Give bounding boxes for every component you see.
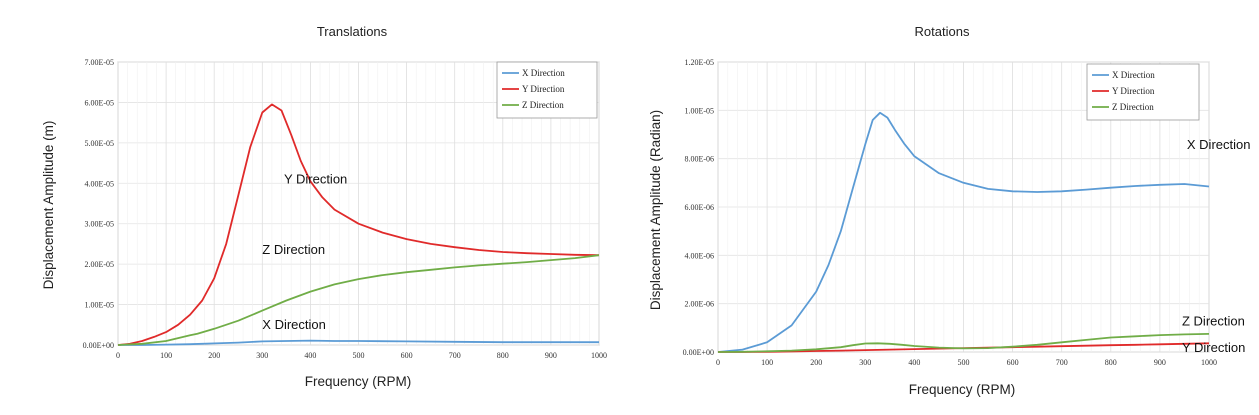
y-tick-label: 5.00E-05	[84, 139, 114, 148]
x-tick-label: 600	[1007, 358, 1019, 367]
x-tick-label: 200	[810, 358, 822, 367]
y-tick-label: 1.00E-05	[684, 106, 714, 115]
x-tick-label: 500	[958, 358, 970, 367]
series-annotation: Y Direction	[284, 171, 347, 186]
y-tick-labels: 0.00E+00 2.00E-06 4.00E-06 6.00E-06 8.00E-06…	[683, 58, 714, 357]
x-tick-label: 300	[256, 351, 268, 360]
y-tick-labels: 0.00E+00 1.00E-05 2.00E-05 3.00E-05 4.00E-05…	[83, 58, 114, 350]
grid-lines	[717, 61, 1210, 353]
series-line-y-direction	[117, 103, 600, 346]
series-annotation: X Direction	[1187, 137, 1251, 152]
legend: X Direction Y Direction Z Direction	[496, 61, 598, 119]
y-tick-label: 4.00E-06	[684, 251, 714, 260]
series-line-z-direction	[717, 333, 1210, 353]
x-tick-label: 1000	[1201, 358, 1217, 367]
x-tick-labels: 0 100 200 300 400 500 600 700 800 900 1000	[716, 358, 1217, 367]
y-tick-label: 3.00E-05	[84, 220, 114, 229]
x-tick-label: 100	[761, 358, 773, 367]
x-tick-label: 600	[401, 351, 413, 360]
y-tick-label: 1.20E-05	[684, 58, 714, 67]
x-tick-label: 0	[116, 351, 120, 360]
y-tick-label: 2.00E-06	[684, 300, 714, 309]
legend-label: Y Direction	[1112, 86, 1155, 96]
x-axis-label: Frequency (RPM)	[305, 374, 412, 389]
series-line-z-direction	[117, 254, 600, 346]
chart-title: Translations	[317, 24, 388, 39]
legend-label: Z Direction	[522, 100, 564, 110]
y-tick-label: 4.00E-05	[84, 179, 114, 188]
legend-label: Z Direction	[1112, 102, 1154, 112]
rotations-chart: Rotations 0.00E+00 2.00E-06 4.00E-06 6.00E-…	[648, 24, 1250, 397]
y-tick-label: 7.00E-05	[84, 58, 114, 67]
x-tick-label: 400	[908, 358, 920, 367]
y-tick-label: 8.00E-06	[684, 155, 714, 164]
y-tick-label: 0.00E+00	[83, 341, 114, 350]
x-tick-label: 800	[497, 351, 509, 360]
series-annotation: Y Direction	[1182, 340, 1245, 355]
series-line-x-direction	[717, 111, 1210, 353]
y-tick-label: 2.00E-05	[84, 260, 114, 269]
legend-label: X Direction	[522, 68, 565, 78]
chart-title: Rotations	[915, 24, 970, 39]
x-tick-label: 400	[304, 351, 316, 360]
y-axis-label: Displacement Amplitude (m)	[41, 121, 56, 290]
y-tick-label: 6.00E-05	[84, 98, 114, 107]
y-tick-label: 0.00E+00	[683, 348, 714, 357]
x-tick-label: 300	[859, 358, 871, 367]
x-tick-label: 800	[1105, 358, 1117, 367]
x-tick-label: 700	[1056, 358, 1068, 367]
x-tick-label: 1000	[591, 351, 607, 360]
legend-box	[1086, 63, 1200, 121]
y-tick-label: 6.00E-06	[684, 203, 714, 212]
translations-chart: Translations 0.00E+00 1.00E-05 2.00E-05 3.0…	[41, 24, 607, 389]
legend-label: X Direction	[1112, 70, 1155, 80]
y-tick-label: 1.00E-05	[84, 301, 114, 310]
series-lines	[117, 103, 600, 346]
series-annotation: Z Direction	[262, 242, 325, 257]
x-tick-label: 0	[716, 358, 720, 367]
legend-label: Y Direction	[522, 84, 565, 94]
x-tick-label: 900	[545, 351, 557, 360]
series-annotations: Y Direction Z Direction X Direction	[262, 171, 347, 332]
x-tick-label: 100	[160, 351, 172, 360]
legend: X Direction Y Direction Z Direction	[1086, 63, 1200, 121]
x-tick-label: 900	[1154, 358, 1166, 367]
series-annotations: X Direction Z Direction Y Direction	[1182, 137, 1250, 355]
legend-box	[496, 61, 598, 119]
x-tick-label: 200	[208, 351, 220, 360]
series-lines	[717, 111, 1210, 353]
x-axis-label: Frequency (RPM)	[909, 382, 1016, 397]
x-tick-label: 700	[449, 351, 461, 360]
x-tick-label: 500	[353, 351, 365, 360]
series-annotation: X Direction	[262, 317, 326, 332]
y-axis-label: Displacement Amplitude (Radian)	[648, 110, 663, 310]
x-tick-labels: 0 100 200 300 400 500 600 700 800 900 1000	[116, 351, 607, 360]
series-annotation: Z Direction	[1182, 313, 1245, 328]
series-line-x-direction	[118, 339, 599, 346]
